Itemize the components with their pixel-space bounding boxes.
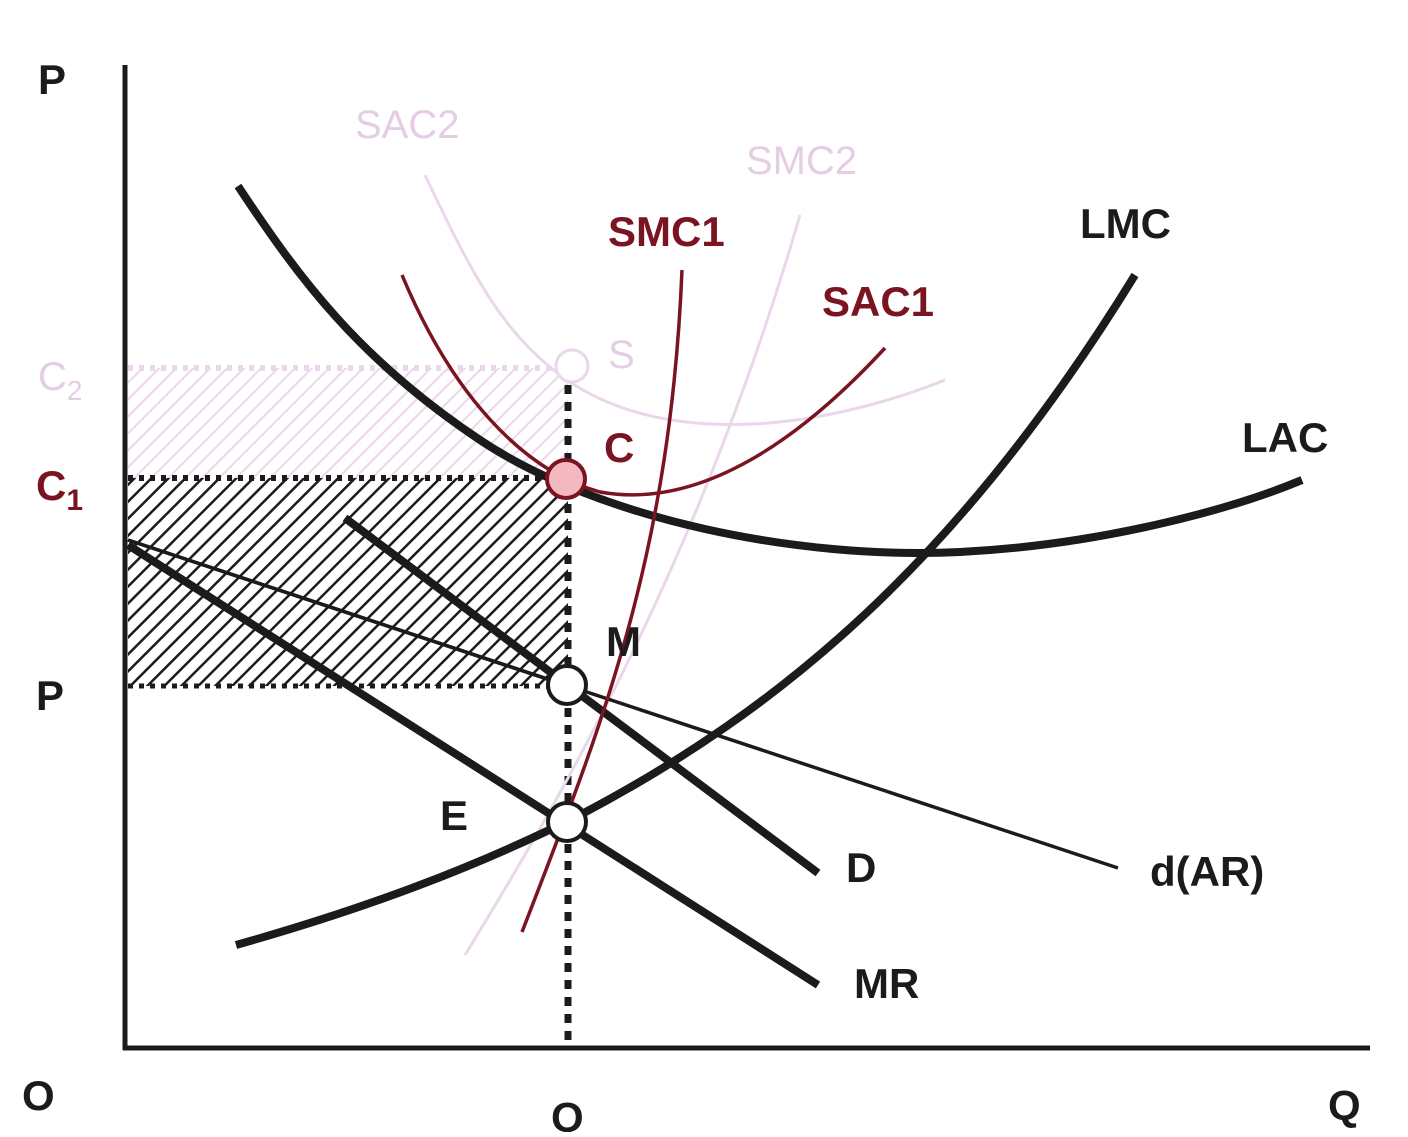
point-e-label: E xyxy=(440,792,468,839)
point-s-marker xyxy=(554,348,590,384)
mr-label: MR xyxy=(854,960,919,1007)
c2-label: C2 xyxy=(38,355,82,406)
sac1-curve xyxy=(400,274,887,497)
lmc-label: LMC xyxy=(1080,200,1171,247)
point-s-label: S xyxy=(608,333,635,377)
loss-area-c1 xyxy=(128,478,568,686)
smc1-label: SMC1 xyxy=(608,208,725,255)
smc2-label: SMC2 xyxy=(746,139,857,183)
d-label: D xyxy=(846,844,876,891)
lac-label: LAC xyxy=(1242,414,1328,461)
sac2-label: SAC2 xyxy=(355,103,460,147)
lmc-curve xyxy=(234,272,1139,949)
point-m-marker xyxy=(546,664,588,706)
origin-label: O xyxy=(22,1072,55,1119)
p-price-label: P xyxy=(36,672,64,719)
point-c-label: C xyxy=(604,424,634,471)
mr-curve xyxy=(125,541,821,989)
point-c-marker xyxy=(545,458,587,500)
lac-curve xyxy=(234,183,1304,558)
x-axis-label: Q xyxy=(1328,1082,1361,1129)
y-axis-label: P xyxy=(38,56,66,103)
sac2-curve xyxy=(423,174,946,427)
point-e-marker xyxy=(546,801,588,843)
point-m-label: M xyxy=(606,618,641,665)
d-ar-label: d(AR) xyxy=(1150,848,1264,895)
d-ar-connector xyxy=(127,538,569,688)
c1-label: C1 xyxy=(36,462,83,517)
quantity-label: Q xyxy=(551,1094,584,1132)
loss-area-c2 xyxy=(128,368,568,478)
sac1-label: SAC1 xyxy=(822,278,934,325)
smc2-curve xyxy=(463,214,802,956)
smc1-curve xyxy=(520,269,684,933)
